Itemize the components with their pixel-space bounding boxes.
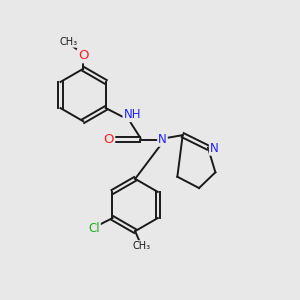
Text: CH₃: CH₃ [132, 241, 150, 251]
Text: Cl: Cl [88, 222, 100, 235]
Text: CH₃: CH₃ [60, 37, 78, 47]
Text: O: O [78, 49, 88, 62]
Text: N: N [210, 142, 219, 155]
Text: N: N [158, 133, 167, 146]
Text: O: O [104, 133, 114, 146]
Text: NH: NH [123, 108, 141, 121]
